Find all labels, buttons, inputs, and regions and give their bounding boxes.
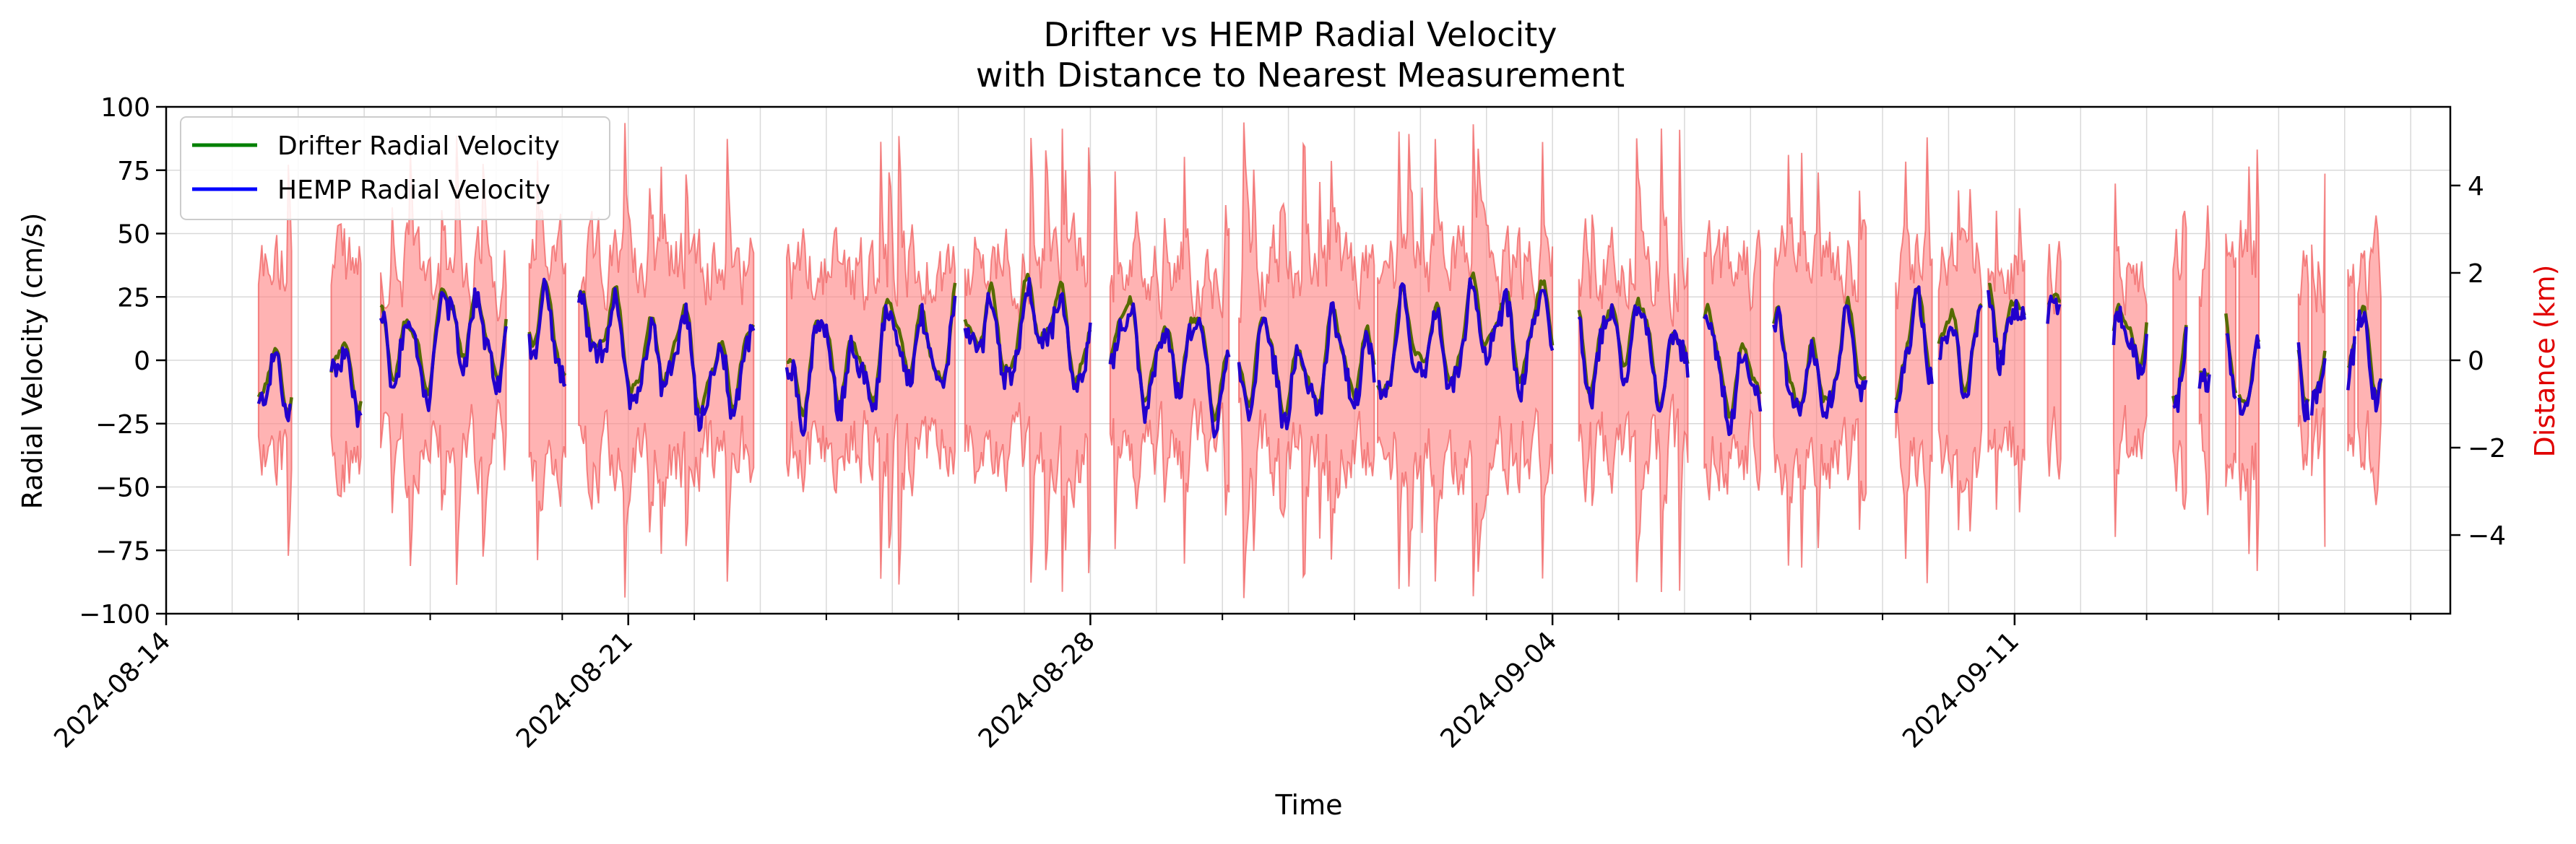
- hemp-line-9: [1377, 277, 1555, 403]
- distance-band-7: [1109, 157, 1230, 564]
- right-y-tick-label: 2: [2468, 259, 2484, 289]
- hemp-line-3: [527, 277, 567, 387]
- distance-band-16: [2046, 240, 2062, 480]
- distance-band-5: [786, 136, 956, 585]
- hemp-line-20: [2225, 333, 2237, 400]
- distance-band-8: [1238, 122, 1375, 599]
- hemp-line-13: [1894, 285, 1934, 414]
- distance-band-19: [2198, 205, 2210, 515]
- distance-band-13: [1895, 137, 1933, 583]
- distance-band-21: [2238, 149, 2260, 571]
- legend-box: [180, 116, 610, 220]
- hemp-line-0: [256, 351, 292, 422]
- distance-bands: [257, 122, 2382, 599]
- right-y-tick-label: −4: [2468, 521, 2506, 551]
- right-y-tick-label: 4: [2468, 172, 2484, 201]
- distance-band-6: [964, 129, 1092, 592]
- hemp-line-8: [1237, 301, 1376, 431]
- right-y-axis-ticks: 4 2 0 −2 −4: [2450, 172, 2506, 551]
- distance-band-10: [1578, 128, 1689, 593]
- chart-title-line1: Drifter vs HEMP Radial Velocity: [1043, 15, 1557, 54]
- hemp-line-15: [1987, 290, 2026, 376]
- hemp-line-11: [1703, 314, 1763, 437]
- y-tick-label: −75: [95, 536, 150, 566]
- x-tick-label: 2024-08-14: [48, 626, 176, 754]
- distance-band-23: [2311, 173, 2326, 547]
- y-tick-label: −25: [95, 410, 150, 440]
- hemp-line-4: [576, 287, 756, 432]
- hemp-line-2: [379, 287, 508, 412]
- distance-band-17: [2112, 183, 2148, 537]
- distance-band-18: [2172, 210, 2187, 510]
- y-tick-label: 50: [117, 220, 150, 250]
- hemp-line-24: [2346, 336, 2356, 391]
- y-axis-ticks: 100 75 50 25 0 −25 −50 −75 −100: [79, 93, 166, 630]
- right-y-tick-label: −2: [2468, 434, 2506, 464]
- x-tick-label: 2024-08-28: [973, 626, 1101, 754]
- hemp-line-1: [329, 346, 363, 428]
- y-tick-label: 0: [134, 347, 150, 376]
- right-y-axis-label: Distance (km): [2529, 265, 2561, 458]
- y-tick-label: 100: [100, 93, 150, 123]
- hemp-line-25: [2356, 309, 2383, 413]
- hemp-line-23: [2309, 357, 2327, 416]
- hemp-series: [256, 277, 2383, 439]
- x-tick-label: 2024-08-21: [511, 626, 639, 754]
- y-axis-label: Radial Velocity (cm/s): [17, 213, 48, 510]
- legend: Drifter Radial Velocity HEMP Radial Velo…: [180, 116, 610, 220]
- hemp-line-22: [2296, 342, 2310, 422]
- distance-band-15: [1987, 208, 2026, 513]
- hemp-line-5: [785, 295, 957, 437]
- hemp-line-10: [1577, 303, 1690, 413]
- hemp-line-7: [1108, 302, 1231, 439]
- x-axis-label: Time: [1275, 789, 1343, 821]
- y-tick-label: 25: [117, 283, 150, 313]
- legend-drifter-label: Drifter Radial Velocity: [277, 131, 560, 161]
- x-axis-ticks: 2024-08-14 2024-08-21 2024-08-28 2024-09-04…: [48, 614, 2412, 754]
- distance-band-12: [1773, 152, 1867, 568]
- hemp-line-14: [1937, 304, 1983, 399]
- hemp-line-12: [1772, 304, 1868, 419]
- y-tick-label: −50: [95, 474, 150, 503]
- distance-band-1: [330, 222, 362, 498]
- hemp-line-16: [2046, 295, 2062, 324]
- distance-band-4: [578, 123, 755, 598]
- hemp-line-17: [2112, 305, 2148, 380]
- distance-band-11: [1703, 219, 1761, 501]
- hemp-line-19: [2197, 367, 2211, 393]
- right-y-tick-label: 0: [2468, 347, 2484, 376]
- legend-hemp-label: HEMP Radial Velocity: [277, 175, 550, 205]
- y-tick-label: −100: [79, 600, 150, 630]
- x-tick-label: 2024-09-11: [1897, 626, 2025, 754]
- distance-band-9: [1377, 124, 1554, 596]
- x-tick-label: 2024-09-04: [1435, 626, 1563, 754]
- hemp-line-6: [963, 277, 1092, 393]
- hemp-line-18: [2172, 326, 2188, 414]
- y-tick-label: 75: [117, 157, 150, 186]
- chart-title-line2: with Distance to Nearest Measurement: [976, 56, 1625, 95]
- distance-band-2: [380, 135, 507, 586]
- hemp-line-21: [2237, 334, 2261, 416]
